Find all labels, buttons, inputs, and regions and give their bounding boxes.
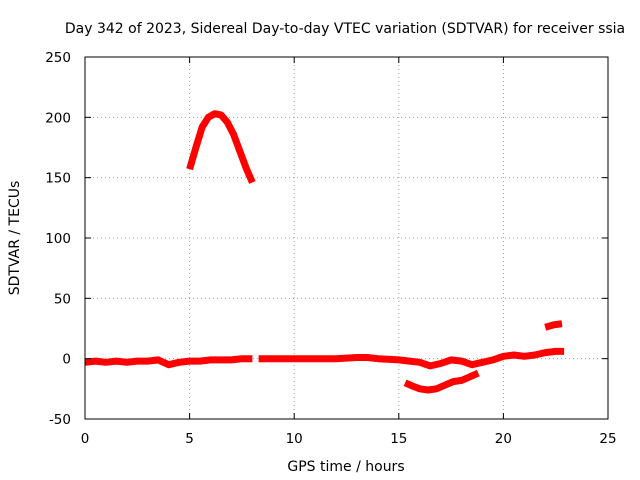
y-tick-label: 0 <box>62 352 71 368</box>
x-tick-label: 20 <box>495 431 512 447</box>
series-line-arc-4 <box>403 369 480 394</box>
series-group <box>84 110 565 394</box>
x-tick-label: 5 <box>185 431 194 447</box>
x-tick-label: 25 <box>599 431 616 447</box>
x-tick-label: 0 <box>81 431 90 447</box>
y-tick-label: -50 <box>49 412 71 428</box>
x-tick-label: 15 <box>390 431 407 447</box>
y-tick-label: 50 <box>54 291 71 307</box>
x-axis-ticks: 0 5 10 15 20 25 <box>81 57 617 447</box>
chart-title: Day 342 of 2023, Sidereal Day-to-day VTE… <box>65 21 625 37</box>
series-line-arc-2 <box>186 110 256 184</box>
x-axis-label: GPS time / hours <box>287 459 404 475</box>
y-axis-label: SDTVAR / TECUs <box>7 181 23 296</box>
grid-lines <box>85 57 608 419</box>
y-tick-label: 150 <box>45 171 71 187</box>
y-tick-label: 250 <box>45 50 71 66</box>
y-tick-label: 100 <box>45 231 71 247</box>
series-line-arc-3 <box>258 347 565 370</box>
y-tick-label: 200 <box>45 110 71 126</box>
series-line-arc-5 <box>544 320 563 331</box>
y-axis-ticks: -50 0 50 100 150 200 250 <box>45 50 608 428</box>
x-tick-label: 10 <box>286 431 303 447</box>
series-line-arc-1 <box>84 355 253 369</box>
